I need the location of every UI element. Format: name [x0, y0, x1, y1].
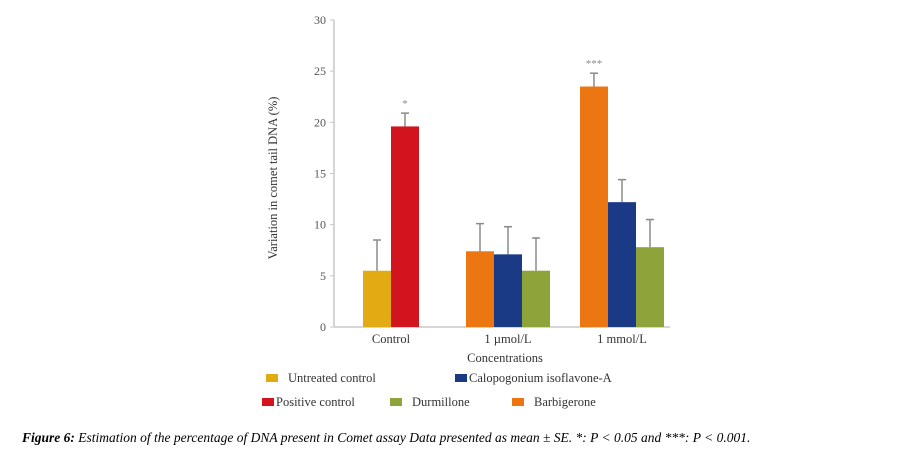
y-tick-label: 0	[320, 320, 326, 334]
figure-caption-label: Figure 6:	[22, 430, 75, 445]
legend: Untreated control Calopogonium isoflavone…	[262, 371, 612, 409]
y-tick-label: 20	[314, 115, 326, 129]
legend-swatch	[455, 374, 467, 382]
legend-label: Untreated control	[288, 371, 376, 385]
significance-marker: ***	[586, 58, 603, 70]
legend-swatch	[266, 374, 278, 382]
bar	[494, 254, 522, 327]
y-axis-ticks: 0 5 10 15 20 25 30	[314, 13, 334, 334]
legend-swatch	[512, 398, 524, 406]
legend-swatch	[390, 398, 402, 406]
bar	[580, 86, 608, 328]
legend-label: Barbigerone	[534, 395, 596, 409]
legend-item: Positive control	[262, 395, 355, 409]
legend-item: Barbigerone	[512, 395, 596, 409]
bar	[636, 247, 664, 327]
legend-label: Durmillone	[412, 395, 470, 409]
y-tick-label: 10	[314, 218, 326, 232]
legend-item: Durmillone	[390, 395, 470, 409]
y-tick-label: 15	[314, 167, 326, 181]
bar	[391, 126, 419, 327]
x-category-label: 1 mmol/L	[597, 332, 647, 346]
legend-label: Positive control	[276, 395, 355, 409]
y-tick-label: 30	[314, 13, 326, 27]
x-category-label: Control	[372, 332, 411, 346]
bars: ****	[363, 58, 664, 328]
y-axis-title: Variation in comet tail DNA (%)	[266, 97, 280, 260]
bar	[363, 270, 391, 327]
bar	[522, 270, 550, 327]
y-tick-label: 5	[320, 269, 326, 283]
y-tick-label: 25	[314, 64, 326, 78]
x-axis-title: Concentrations	[467, 351, 543, 365]
legend-item: Untreated control	[266, 371, 376, 385]
significance-marker: *	[402, 98, 408, 110]
bar	[466, 251, 494, 327]
x-category-label: 1 µmol/L	[484, 332, 531, 346]
legend-swatch	[262, 398, 274, 406]
bar	[608, 202, 636, 327]
x-axis-category-labels: Control 1 µmol/L 1 mmol/L	[372, 332, 647, 346]
figure-caption: Figure 6: Estimation of the percentage o…	[22, 430, 750, 446]
figure-caption-text: Estimation of the percentage of DNA pres…	[74, 430, 751, 445]
legend-item: Calopogonium isoflavone-A	[455, 371, 612, 385]
legend-label: Calopogonium isoflavone-A	[469, 371, 612, 385]
